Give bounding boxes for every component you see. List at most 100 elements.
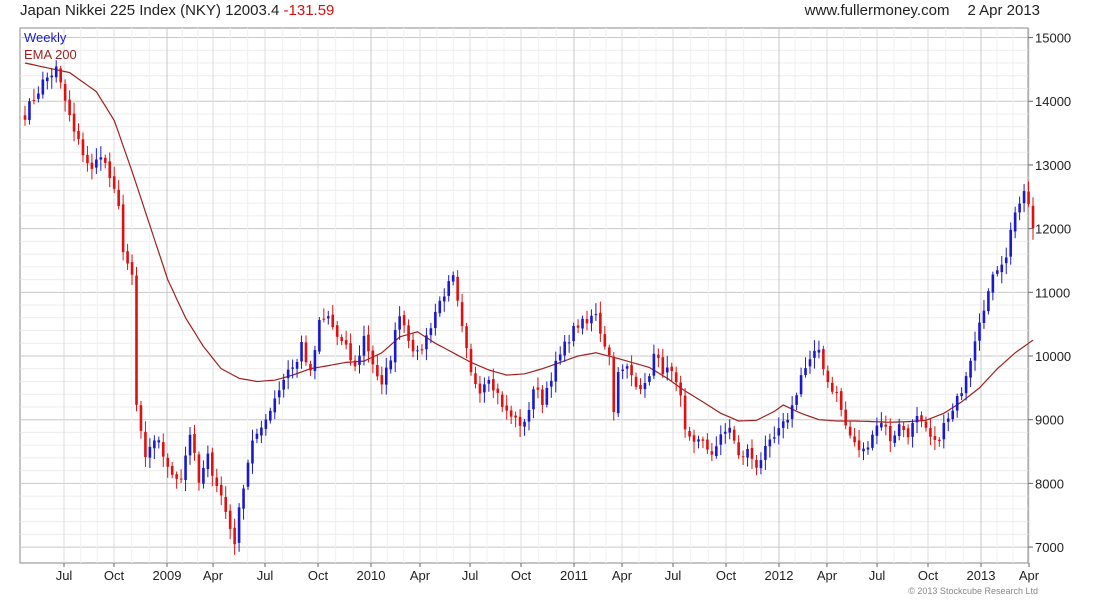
candle-body (830, 382, 834, 392)
candle-body (897, 424, 901, 436)
y-tick-label: 8000 (1035, 476, 1064, 491)
candle-body (144, 431, 147, 458)
x-tick-label: Oct (918, 568, 939, 583)
candle-body (674, 372, 678, 383)
candle-body (63, 83, 67, 101)
candle-body (639, 384, 642, 390)
x-tick-label: 2013 (967, 568, 996, 583)
x-axis: Jul Oct 2009 Apr Jul Oct 2010 Apr Jul Oct 2011 Apr J… (56, 563, 1040, 583)
y-tick-label: 11000 (1035, 285, 1070, 300)
candle-body (148, 446, 152, 458)
candle-body (764, 445, 767, 460)
candle-body (991, 274, 995, 293)
candle-body (1004, 257, 1008, 264)
candle-body (1013, 212, 1017, 232)
candle-body (759, 460, 763, 469)
candle-body (799, 375, 803, 395)
candle-body (924, 421, 928, 428)
candle-body (884, 424, 888, 427)
candle-body (291, 367, 294, 369)
candle-body (692, 435, 696, 442)
candle-body (411, 339, 415, 352)
candle-body (786, 419, 789, 423)
y-tick-label: 10000 (1035, 349, 1071, 364)
candle-body (469, 349, 473, 373)
candle-body (536, 387, 540, 390)
candle-body (616, 372, 620, 414)
candle-body (938, 439, 941, 442)
candle-body (286, 369, 290, 379)
candle-body (130, 262, 134, 275)
candle-body (773, 437, 776, 439)
candle-body (451, 275, 455, 282)
candle-body (719, 434, 723, 445)
candle-body (95, 159, 98, 168)
candle-body (362, 335, 366, 356)
source-site: www.fullermoney.com (804, 2, 950, 19)
candle-body (790, 405, 794, 419)
candle-body (416, 350, 419, 352)
candle-body (665, 367, 669, 373)
candle-body (398, 316, 401, 330)
x-tick-label: Apr (203, 568, 224, 583)
candle-body (438, 300, 442, 314)
candle-body (246, 462, 250, 487)
candle-body (706, 439, 709, 450)
candle-body (750, 448, 754, 459)
candle-body (322, 318, 326, 320)
candle-body (960, 393, 963, 397)
candle-body (23, 115, 27, 120)
candle-body (420, 349, 424, 351)
candle-body (728, 427, 732, 433)
candle-body (715, 446, 718, 456)
candle-body (371, 350, 375, 365)
candle-body (746, 448, 749, 458)
candle-body (434, 311, 437, 328)
candle-body (710, 451, 714, 455)
candle-body (179, 478, 183, 480)
candle-body (175, 474, 178, 479)
candle-body (982, 310, 986, 323)
candle-body (264, 419, 268, 429)
candle-body (474, 373, 477, 385)
candle-body (813, 350, 816, 358)
y-tick-label: 15000 (1035, 31, 1071, 46)
x-tick-label: 2012 (765, 568, 794, 583)
candle-body (902, 426, 905, 431)
candle-body (309, 363, 312, 371)
candle-body (630, 364, 633, 376)
x-tick-label: 2010 (357, 568, 386, 583)
candle-body (358, 355, 361, 365)
candle-body (242, 488, 245, 509)
candle-body (648, 376, 651, 382)
candle-body (112, 176, 116, 189)
candle-body (161, 442, 165, 457)
candle-body (273, 398, 277, 413)
candle-body (875, 425, 879, 436)
candle-body (425, 335, 428, 350)
x-tick-label: 2009 (153, 568, 182, 583)
candle-body (911, 422, 914, 437)
candle-body (625, 366, 629, 369)
candle-body (866, 447, 870, 450)
candle-body (634, 376, 638, 387)
candle-body (973, 341, 977, 361)
candle-body (929, 428, 932, 437)
candle-body (269, 410, 272, 421)
candle-body (1031, 205, 1035, 229)
x-tick-label: 2011 (560, 568, 588, 583)
candle-body (777, 428, 781, 436)
x-tick-label: Apr (612, 568, 633, 583)
candle-body (170, 466, 174, 475)
candle-body (670, 366, 674, 371)
candle-body (755, 460, 758, 468)
candle-body (683, 395, 687, 430)
candle-body (657, 354, 660, 358)
candle-body (28, 101, 31, 121)
candle-body (260, 427, 263, 436)
candle-body (77, 130, 80, 140)
chart-legend: Weekly EMA 200 (24, 29, 77, 63)
candle-body (603, 334, 607, 347)
candle-body (442, 296, 446, 302)
x-tick-label: Jul (869, 568, 886, 583)
